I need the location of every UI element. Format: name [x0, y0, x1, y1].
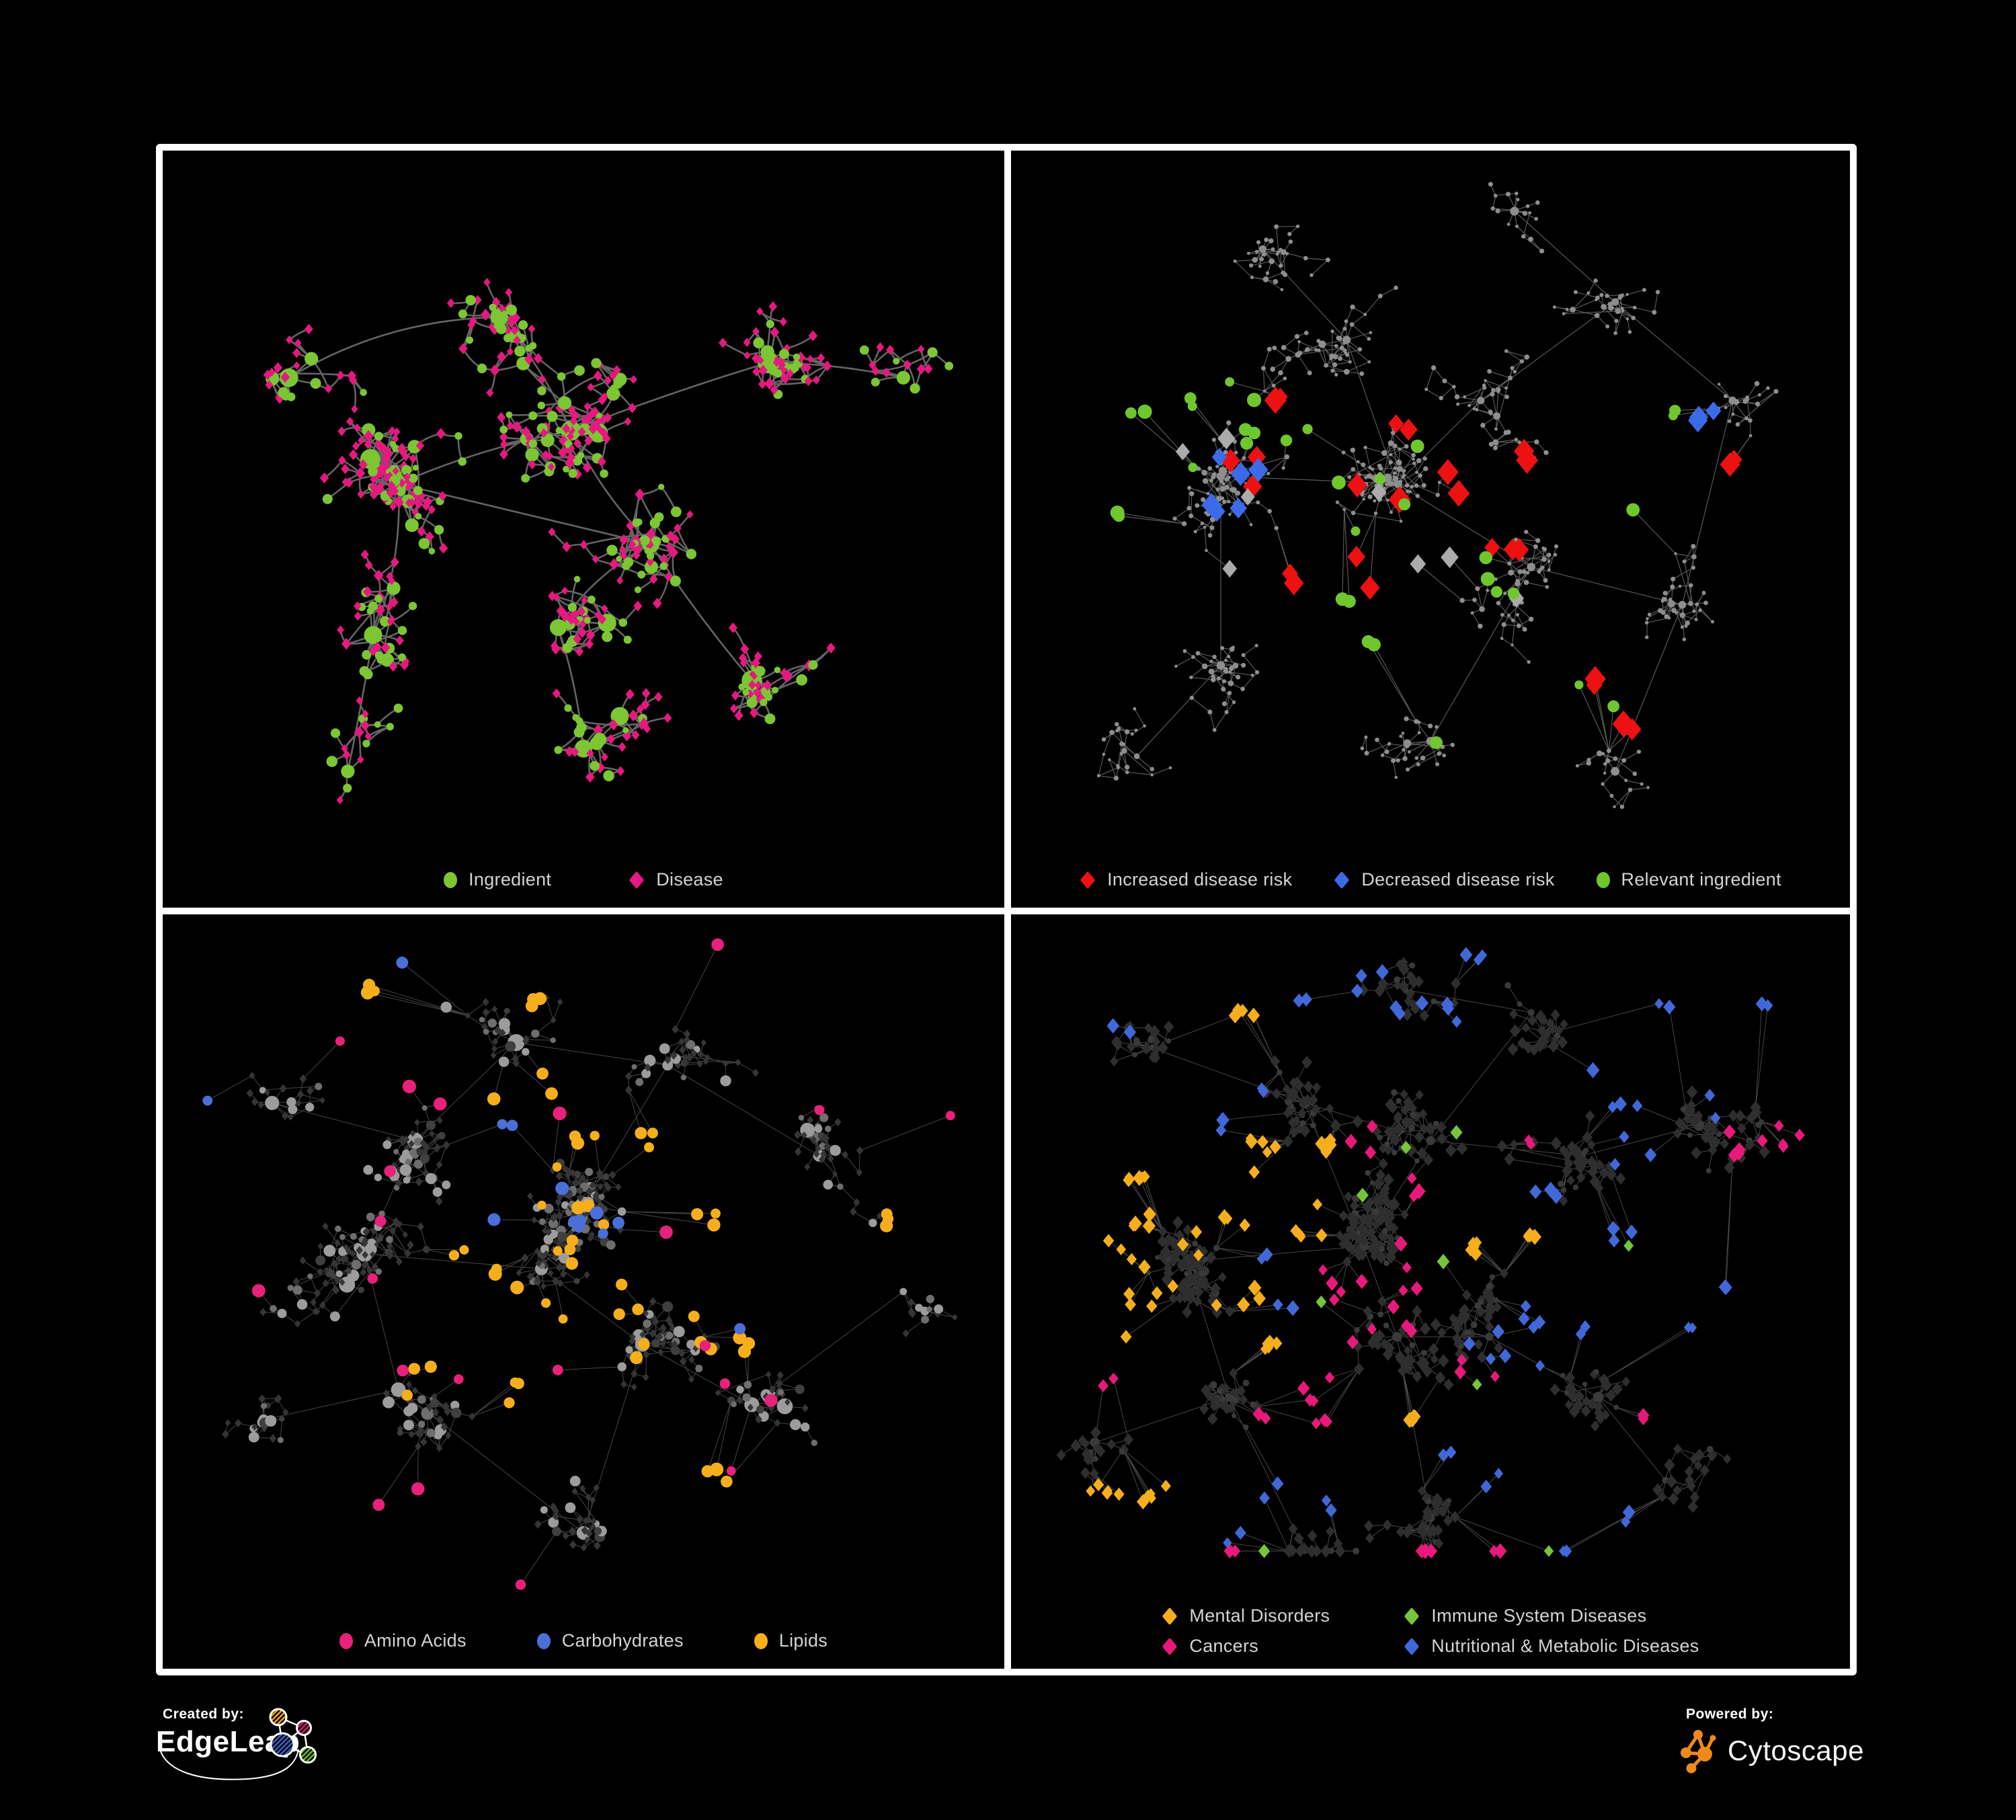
legend-label-ingredient: Ingredient	[469, 869, 552, 889]
disease-class-network-canvas	[1056, 947, 1805, 1559]
edges-layer	[266, 281, 950, 801]
nutritional-metabolic-diseases-swatch-icon	[1404, 1637, 1420, 1655]
ingredient-swatch-icon	[444, 871, 458, 888]
relevant-ingredient-swatch-icon	[1596, 871, 1610, 888]
legend-label-amino-acids: Amino Acids	[364, 1630, 467, 1651]
cytoscape-credit: Powered by: Cytoscape	[1677, 1700, 1892, 1801]
legend-label-lipids: Lipids	[778, 1630, 828, 1651]
edgeleap-credit: Created by: EdgeLeap	[153, 1700, 355, 1804]
legend-item-immune-system-diseases: Immune System Diseases	[1404, 1606, 1699, 1626]
legend-item-nutritional-metabolic-diseases: Nutritional & Metabolic Diseases	[1404, 1636, 1699, 1657]
ingredient-disease-network-canvas	[263, 278, 954, 805]
legend-label-increased-disease-risk: Increased disease risk	[1107, 869, 1293, 889]
lipids-swatch-icon	[754, 1632, 768, 1649]
legend-item-relevant-ingredient: Relevant ingredient	[1596, 869, 1781, 890]
disease-risk-network-canvas	[1096, 182, 1779, 809]
panel-ingredient-disease-network: Ingredient Disease	[156, 144, 1011, 914]
legend-item-carbohydrates: Carbohydrates	[536, 1630, 684, 1651]
disease-swatch-icon	[629, 871, 645, 889]
cancers-swatch-icon	[1162, 1637, 1178, 1655]
legend-label-mental-disorders: Mental Disorders	[1189, 1606, 1330, 1626]
legend-item-increased-disease-risk: Increased disease risk	[1080, 869, 1292, 890]
mental-disorders-swatch-icon	[1162, 1607, 1178, 1625]
increased-disease-risk-swatch-icon	[1080, 871, 1096, 889]
decreased-disease-risk-swatch-icon	[1334, 871, 1350, 889]
base-nodes-layer	[263, 278, 954, 805]
ingredient-class-network-canvas	[202, 938, 958, 1590]
base-nodes-layer	[222, 994, 958, 1552]
edgeleap-logo-icon	[158, 1708, 317, 1780]
legend-item-ingredient: Ingredient	[444, 869, 551, 890]
base-nodes-layer	[1056, 957, 1770, 1558]
legend-label-disease: Disease	[656, 869, 723, 889]
legend-disease-class: Mental Disorders Cancers Immune System D…	[1011, 1606, 1850, 1657]
base-nodes-layer	[1096, 182, 1779, 809]
legend-ingredient-class: Amino Acids Carbohydrates Lipids	[163, 1630, 1004, 1651]
legend-label-nutritional-metabolic-diseases: Nutritional & Metabolic Diseases	[1431, 1636, 1699, 1656]
created-by-label: Created by:	[163, 1706, 245, 1722]
legend-item-amino-acids: Amino Acids	[339, 1630, 467, 1651]
cytoscape-logo-row: Cytoscape	[1678, 1728, 1892, 1774]
legend-label-relevant-ingredient: Relevant ingredient	[1621, 869, 1781, 889]
legend-item-disease: Disease	[629, 869, 723, 890]
legend-item-cancers: Cancers	[1162, 1636, 1330, 1657]
legend-item-lipids: Lipids	[754, 1630, 828, 1651]
panel-disease-risk-network: Increased disease risk Decreased disease…	[1004, 144, 1857, 914]
overlay-nodes-layer	[1086, 947, 1805, 1559]
cytoscape-wordmark: Cytoscape	[1728, 1735, 1864, 1766]
powered-by-label: Powered by:	[1686, 1706, 1774, 1722]
overlay-nodes-layer	[202, 938, 955, 1590]
amino-acids-swatch-icon	[339, 1632, 353, 1649]
carbohydrates-swatch-icon	[536, 1632, 551, 1649]
legend-ingredient-disease: Ingredient Disease	[163, 869, 1004, 890]
overlay-nodes-layer	[1110, 377, 1742, 750]
legend-label-immune-system-diseases: Immune System Diseases	[1431, 1606, 1647, 1626]
legend-item-mental-disorders: Mental Disorders	[1162, 1606, 1330, 1626]
legend-item-decreased-disease-risk: Decreased disease risk	[1334, 869, 1554, 890]
panel-disease-class-network: Mental Disorders Cancers Immune System D…	[1004, 908, 1857, 1675]
panel-ingredient-class-network: Amino Acids Carbohydrates Lipids	[156, 908, 1011, 1675]
legend-label-decreased-disease-risk: Decreased disease risk	[1361, 869, 1555, 889]
immune-system-diseases-swatch-icon	[1404, 1607, 1420, 1625]
cytoscape-logo-icon	[1681, 1730, 1716, 1774]
legend-label-cancers: Cancers	[1189, 1636, 1259, 1656]
legend-disease-risk: Increased disease risk Decreased disease…	[1011, 869, 1850, 890]
legend-label-carbohydrates: Carbohydrates	[561, 1630, 684, 1651]
